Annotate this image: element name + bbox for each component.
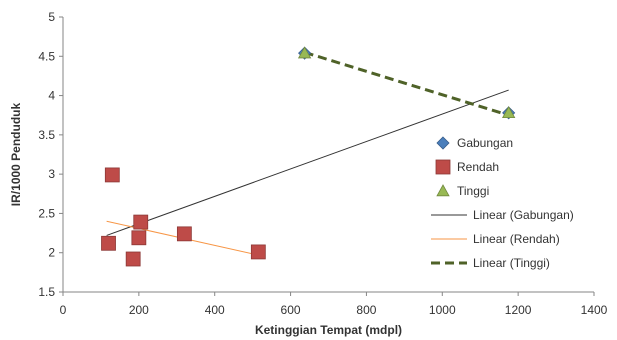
data-point-tinggi <box>297 46 312 59</box>
x-tick-label: 600 <box>281 303 301 317</box>
legend-marker-rendah <box>435 159 451 175</box>
legend-label-linear-gabungan: Linear (Gabungan) <box>473 208 574 222</box>
x-tick-label: 200 <box>129 303 149 317</box>
y-tick-label: 4.5 <box>38 49 55 63</box>
data-point-tinggi <box>501 106 516 119</box>
legend-label-linear-tinggi: Linear (Tinggi) <box>473 256 550 270</box>
legend-marker-gabungan <box>436 136 450 150</box>
legend: Gabungan Rendah Tinggi Linear (Gabungan) Lin… <box>431 136 574 270</box>
y-tick-label: 1.5 <box>38 285 55 299</box>
trendline-linear-gabungan <box>106 89 509 236</box>
y-tick-label: 3.5 <box>38 128 55 142</box>
legend-label-gabungan: Gabungan <box>457 136 513 150</box>
x-tick-label: 800 <box>356 303 376 317</box>
data-point-rendah <box>176 226 192 242</box>
axes <box>62 17 594 293</box>
legend-label-linear-rendah: Linear (Rendah) <box>473 232 560 246</box>
y-tick-label: 4 <box>48 89 55 103</box>
data-point-rendah <box>101 235 116 251</box>
trendline-linear-tinggi <box>304 50 510 117</box>
data-point-rendah <box>125 251 141 267</box>
y-tick-label: 2.5 <box>38 206 55 220</box>
y-axis-title: IR/1000 Penduduk <box>9 102 23 206</box>
y-tick-label: 2 <box>48 246 55 260</box>
data-point-rendah <box>133 214 149 230</box>
data-point-rendah <box>104 167 120 183</box>
legend-label-tinggi: Tinggi <box>457 184 489 198</box>
data-point-rendah <box>131 230 147 246</box>
tick-marks: 0 200 400 600 800 1000 1200 1400 1.5 2 2.5 3 3.5 4 4.5… <box>38 10 607 317</box>
x-tick-label: 1400 <box>581 303 608 317</box>
x-tick-label: 0 <box>60 303 67 317</box>
x-axis-title: Ketinggian Tempat (mdpl) <box>255 323 402 337</box>
legend-marker-tinggi <box>436 184 450 197</box>
data-point-rendah <box>250 244 266 260</box>
x-tick-label: 1200 <box>505 303 532 317</box>
data-points <box>101 46 516 267</box>
x-tick-label: 1000 <box>429 303 456 317</box>
trendlines <box>106 50 510 256</box>
x-tick-label: 400 <box>205 303 225 317</box>
y-tick-label: 3 <box>48 167 55 181</box>
legend-label-rendah: Rendah <box>457 160 499 174</box>
y-tick-label: 5 <box>48 10 55 24</box>
